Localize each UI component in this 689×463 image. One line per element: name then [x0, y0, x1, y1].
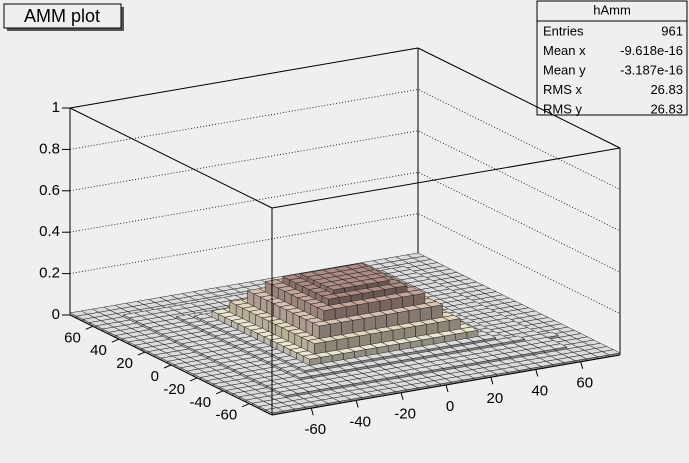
x-tick	[535, 369, 539, 377]
z-tick-label: 0.2	[39, 265, 60, 282]
bar-top	[302, 353, 322, 360]
y-tick	[85, 325, 94, 330]
stats-rows: Entries 961 Mean x -9.618e-16 Mean y -3.187e-…	[543, 23, 683, 116]
y-tick	[215, 390, 224, 395]
bar-top	[312, 320, 331, 327]
x-tick-label: 40	[531, 382, 548, 399]
y-tick-label: 60	[64, 329, 81, 346]
plot: 00.20.40.60.81-60 -40 -20 0 20 40 60-60-40-200…	[39, 47, 621, 438]
stats-name: hAmm	[593, 2, 631, 17]
bar-top	[293, 372, 312, 379]
frame-edge	[69, 107, 273, 209]
z-tick-label: 0.6	[39, 182, 60, 199]
x-tick	[355, 400, 359, 408]
y-tick	[189, 377, 198, 382]
y-tick	[111, 338, 120, 343]
x-tick	[310, 408, 314, 416]
x-tick	[490, 377, 494, 385]
bar-top	[265, 407, 284, 414]
x-tick-label: 0	[446, 398, 454, 415]
grid-line	[69, 47, 621, 149]
y-tick-label: 20	[116, 355, 133, 372]
stats-value: 961	[661, 23, 683, 38]
y-tick	[241, 403, 250, 408]
y-tick-label: 40	[90, 342, 107, 359]
y-tick-label: -40	[189, 394, 211, 411]
x-tick	[400, 392, 404, 400]
y-tick-label: 0	[151, 368, 159, 385]
grid-line	[69, 171, 621, 273]
bar-top	[279, 389, 298, 396]
y-tick	[163, 364, 172, 369]
bar-top	[307, 338, 326, 344]
z-tick-label: 0.8	[39, 140, 60, 157]
stats-box	[536, 0, 688, 116]
stats-value: 26.83	[650, 101, 683, 116]
stats-label: Mean x	[543, 43, 586, 58]
x-tick-label: 60	[576, 375, 593, 392]
stats-value: -9.618e-16	[620, 43, 683, 58]
grid-line	[69, 130, 621, 232]
stats-label: Entries	[543, 23, 584, 38]
x-tick-label: -20	[394, 406, 416, 423]
title-box	[3, 3, 122, 29]
z-tick-label: 1	[52, 99, 60, 116]
stats-value: 26.83	[650, 82, 683, 97]
x-tick-label: -60	[304, 421, 326, 438]
stats-label: Mean y	[543, 62, 586, 77]
z-tick-label: 0.4	[39, 223, 60, 240]
x-tick-label: -40	[349, 413, 371, 430]
grid-line	[69, 88, 621, 190]
stats-label: RMS y	[543, 101, 583, 116]
grid-line	[69, 213, 621, 314]
bar-top	[321, 293, 340, 300]
bar-top	[326, 284, 345, 291]
bar-top	[317, 305, 336, 311]
x-tick	[445, 384, 449, 393]
frame-edge	[271, 147, 621, 209]
x-tick	[580, 361, 584, 369]
x-tick-label: 20	[487, 390, 504, 407]
bar-top	[298, 365, 317, 371]
chart-title: AMM plot	[24, 6, 100, 26]
z-tick-label: 0	[52, 306, 60, 323]
stats-value: -3.187e-16	[620, 62, 683, 77]
y-tick-label: -60	[216, 407, 238, 424]
y-tick	[137, 351, 146, 356]
y-tick-label: -20	[163, 381, 185, 398]
stats-label: RMS x	[543, 82, 583, 97]
